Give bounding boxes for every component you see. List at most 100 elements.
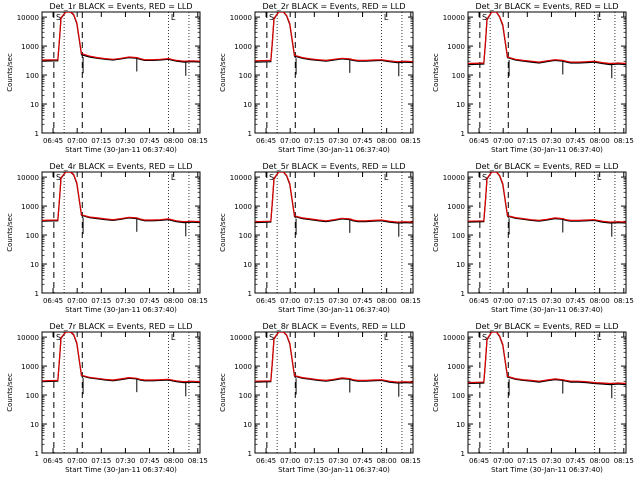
- x-tick-label: 07:15: [517, 297, 537, 305]
- y-axis-label: Counts/sec: [6, 213, 14, 252]
- y-tick-label: 10: [243, 101, 252, 109]
- y-tick-label: 100: [239, 232, 252, 240]
- x-tick-label: 07:30: [541, 457, 561, 465]
- x-tick-label: 06:45: [469, 137, 489, 145]
- x-tick-label: 07:15: [304, 457, 324, 465]
- y-tick-label: 10: [243, 421, 252, 429]
- y-axis-label: Counts/sec: [6, 373, 14, 412]
- y-tick-label: 1: [248, 450, 252, 458]
- chart-title: Det_1r BLACK = Events, RED = LLD: [49, 2, 192, 11]
- x-tick-label: 06:45: [43, 457, 63, 465]
- detector-chart-2: Det_2r BLACK = Events, RED = LLD 1 10 100 10…: [219, 2, 421, 154]
- lld-series: [42, 12, 200, 62]
- lld-series: [468, 332, 626, 385]
- y-tick-label: 1: [35, 130, 39, 138]
- y-tick-label: 100: [239, 72, 252, 80]
- chart-title: Det_5r BLACK = Events, RED = LLD: [262, 162, 405, 171]
- marker-label: S: [482, 173, 487, 182]
- y-tick-label: 1: [461, 290, 465, 298]
- events-series: [468, 332, 626, 386]
- x-axis-label: Start Time (30-Jan-11 06:37:40): [491, 306, 603, 314]
- y-tick-label: 10: [30, 261, 39, 269]
- chart-title: Det_8r BLACK = Events, RED = LLD: [262, 322, 405, 331]
- plot-frame: [254, 331, 414, 454]
- marker-label: L: [597, 333, 602, 342]
- x-tick-label: 07:45: [139, 457, 159, 465]
- chart-title: Det_3r BLACK = Events, RED = LLD: [475, 2, 618, 11]
- y-tick-label: 1: [35, 450, 39, 458]
- y-tick-label: 10000: [17, 174, 39, 182]
- x-tick-label: 07:15: [91, 137, 111, 145]
- detector-chart-9: Det_9r BLACK = Events, RED = LLD 1 10 100 10…: [432, 322, 634, 474]
- y-tick-label: 100: [452, 232, 465, 240]
- plot-frame: [254, 11, 414, 134]
- chart-title: Det_9r BLACK = Events, RED = LLD: [475, 322, 618, 331]
- y-tick-label: 1000: [21, 203, 39, 211]
- x-axis-label: Start Time (30-Jan-11 06:37:40): [65, 146, 177, 154]
- x-tick-label: 07:45: [352, 137, 372, 145]
- x-tick-label: 06:45: [469, 297, 489, 305]
- x-tick-label: 07:15: [517, 137, 537, 145]
- x-tick-label: 07:45: [139, 297, 159, 305]
- x-tick-label: 08:15: [614, 457, 634, 465]
- x-tick-label: 08:00: [590, 137, 610, 145]
- y-tick-label: 1000: [447, 43, 465, 51]
- x-tick-label: 06:45: [43, 297, 63, 305]
- x-axis-label: Start Time (30-Jan-11 06:37:40): [65, 466, 177, 474]
- marker-label: S: [482, 13, 487, 22]
- x-tick-label: 08:00: [377, 137, 397, 145]
- x-tick-label: 08:15: [614, 137, 634, 145]
- events-series: [42, 172, 200, 224]
- x-tick-label: 08:15: [614, 297, 634, 305]
- y-tick-label: 1000: [21, 43, 39, 51]
- chart-title: Det_6r BLACK = Events, RED = LLD: [475, 162, 618, 171]
- marker-label: L: [171, 333, 176, 342]
- x-tick-label: 08:15: [401, 297, 421, 305]
- x-tick-label: 06:45: [256, 297, 276, 305]
- lld-series: [255, 12, 413, 63]
- plot-frame: [41, 331, 201, 454]
- detector-chart-3: Det_3r BLACK = Events, RED = LLD 1 10 100 10…: [432, 2, 634, 154]
- x-tick-label: 07:00: [493, 297, 513, 305]
- x-tick-label: 08:00: [377, 457, 397, 465]
- x-tick-label: 07:15: [91, 457, 111, 465]
- x-axis-label: Start Time (30-Jan-11 06:37:40): [491, 466, 603, 474]
- x-tick-label: 07:00: [67, 457, 87, 465]
- y-tick-label: 10000: [230, 14, 252, 22]
- marker-label: L: [384, 13, 389, 22]
- x-tick-label: 06:45: [256, 457, 276, 465]
- detector-chart-5: Det_5r BLACK = Events, RED = LLD 1 10 100 10…: [219, 162, 421, 314]
- x-tick-label: 07:45: [565, 137, 585, 145]
- x-tick-label: 07:00: [493, 137, 513, 145]
- y-tick-label: 1000: [447, 203, 465, 211]
- y-tick-label: 1: [248, 290, 252, 298]
- y-tick-label: 10000: [443, 14, 465, 22]
- marker-label: S: [56, 333, 61, 342]
- marker-label: L: [384, 173, 389, 182]
- detector-chart-8: Det_8r BLACK = Events, RED = LLD 1 10 100 10…: [219, 322, 421, 474]
- y-tick-label: 1: [461, 130, 465, 138]
- detector-chart-7: Det_7r BLACK = Events, RED = LLD 1 10 100 10…: [6, 322, 208, 474]
- x-axis-label: Start Time (30-Jan-11 06:37:40): [278, 306, 390, 314]
- y-tick-label: 1000: [21, 363, 39, 371]
- lld-series: [468, 172, 626, 223]
- marker-label: L: [171, 13, 176, 22]
- detector-chart-6: Det_6r BLACK = Events, RED = LLD 1 10 100 10…: [432, 162, 634, 314]
- y-tick-label: 1000: [234, 43, 252, 51]
- marker-label: S: [482, 333, 487, 342]
- x-tick-label: 08:00: [590, 297, 610, 305]
- x-axis-label: Start Time (30-Jan-11 06:37:40): [65, 306, 177, 314]
- y-tick-label: 1000: [447, 363, 465, 371]
- y-tick-label: 10000: [443, 334, 465, 342]
- x-axis-label: Start Time (30-Jan-11 06:37:40): [491, 146, 603, 154]
- y-tick-label: 1000: [234, 363, 252, 371]
- plot-frame: [467, 331, 627, 454]
- x-tick-label: 06:45: [43, 137, 63, 145]
- y-axis-label: Counts/sec: [6, 53, 14, 92]
- marker-label: L: [597, 13, 602, 22]
- y-tick-label: 10: [456, 261, 465, 269]
- events-series: [468, 12, 626, 66]
- events-series: [42, 332, 200, 384]
- x-tick-label: 07:45: [352, 457, 372, 465]
- x-tick-label: 07:15: [304, 137, 324, 145]
